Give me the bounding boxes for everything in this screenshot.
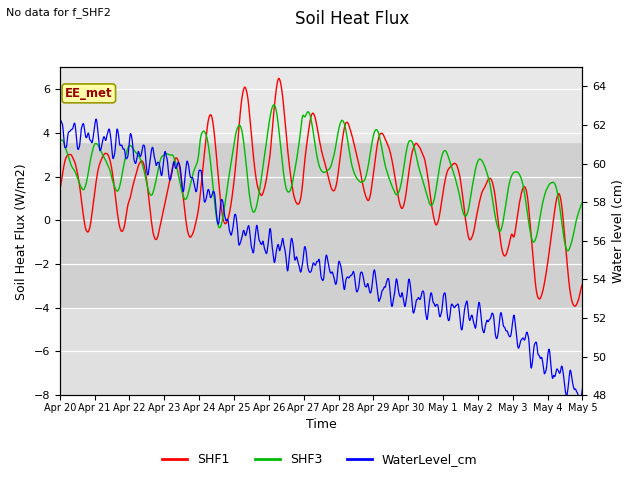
Text: Soil Heat Flux: Soil Heat Flux — [295, 10, 409, 28]
Legend: SHF1, SHF3, WaterLevel_cm: SHF1, SHF3, WaterLevel_cm — [157, 448, 483, 471]
Text: No data for f_SHF2: No data for f_SHF2 — [6, 7, 111, 18]
Bar — [60, 308, 582, 395]
Y-axis label: Soil Heat Flux (W/m2): Soil Heat Flux (W/m2) — [15, 163, 28, 300]
X-axis label: Time: Time — [306, 419, 337, 432]
Bar — [60, 142, 582, 308]
Text: EE_met: EE_met — [65, 87, 113, 100]
Bar — [60, 67, 582, 142]
Y-axis label: Water level (cm): Water level (cm) — [612, 179, 625, 283]
